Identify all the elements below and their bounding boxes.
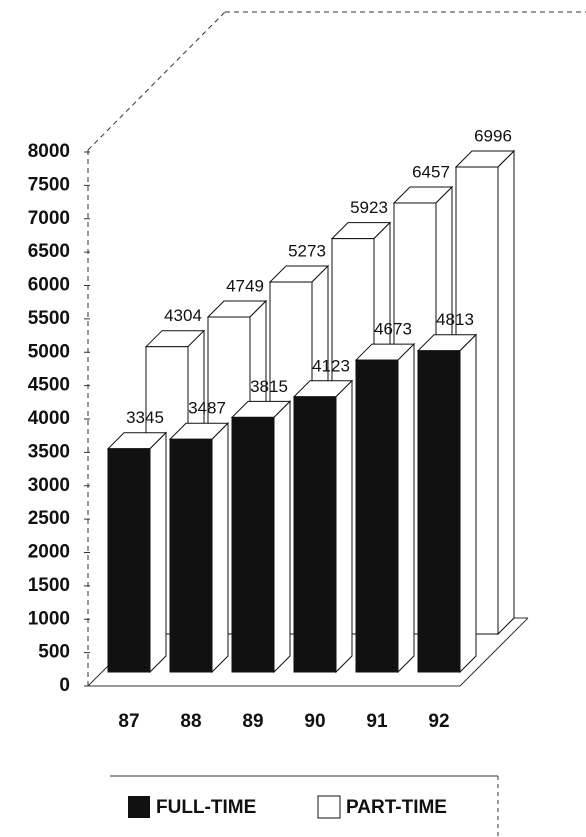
value-label: 3487 (188, 399, 226, 418)
y-tick-label: 2000 (28, 542, 70, 563)
y-tick-label: 0 (59, 675, 70, 696)
value-label: 5923 (350, 198, 388, 217)
value-label: 4673 (374, 320, 412, 339)
x-tick-label: 92 (428, 711, 449, 732)
y-tick-label: 4500 (28, 375, 70, 396)
value-label: 4813 (436, 310, 474, 329)
bar (168, 422, 230, 674)
legend-swatch (317, 795, 341, 819)
bar-face (355, 359, 399, 673)
value-label: 4304 (164, 306, 202, 325)
y-tick-label: 5500 (28, 308, 70, 329)
y-tick-label: 6000 (28, 275, 70, 296)
y-tick-label: 7500 (28, 174, 70, 195)
bar-face (169, 438, 213, 673)
y-tick-label: 4000 (28, 408, 70, 429)
y-tick-label: 1000 (28, 608, 70, 629)
value-label: 3815 (250, 377, 288, 396)
y-tick-label: 8000 (28, 141, 70, 162)
bar-face (293, 396, 337, 673)
bar (106, 431, 168, 674)
legend-label: FULL-TIME (156, 797, 256, 818)
legend: FULL-TIME PART-TIME (110, 775, 499, 837)
y-tick-label: 5000 (28, 341, 70, 362)
bar (416, 333, 478, 674)
value-label: 4123 (312, 356, 350, 375)
value-label: 5273 (288, 242, 326, 261)
bar-face (497, 149, 515, 636)
bar-face (149, 431, 167, 674)
value-label: 6996 (474, 127, 512, 146)
bar-face (335, 379, 353, 674)
y-tick-label: 2500 (28, 508, 70, 529)
y-tick-label: 6500 (28, 241, 70, 262)
bar-face (397, 342, 415, 674)
bar (354, 342, 416, 674)
bar-face (231, 416, 275, 673)
x-tick-label: 90 (304, 711, 325, 732)
bar-face (107, 448, 151, 673)
legend-swatch (128, 796, 150, 818)
bar (292, 379, 354, 674)
y-tick-label: 1500 (28, 575, 70, 596)
bar (230, 400, 292, 674)
x-tick-label: 89 (242, 711, 263, 732)
x-tick-label: 87 (118, 711, 139, 732)
bar-face (273, 400, 291, 674)
bar-face (417, 350, 461, 673)
legend-label: PART-TIME (346, 797, 447, 818)
y-tick-label: 3000 (28, 475, 70, 496)
x-tick-label: 88 (180, 711, 201, 732)
value-label: 4749 (226, 276, 264, 295)
y-tick-label: 3500 (28, 441, 70, 462)
x-tick-label: 91 (366, 711, 388, 732)
value-label: 3345 (126, 408, 164, 427)
bar-face (459, 333, 477, 674)
y-tick-label: 7000 (28, 208, 70, 229)
value-label: 6457 (412, 162, 450, 181)
y-tick-label: 500 (38, 642, 70, 663)
bar-face (211, 422, 229, 674)
